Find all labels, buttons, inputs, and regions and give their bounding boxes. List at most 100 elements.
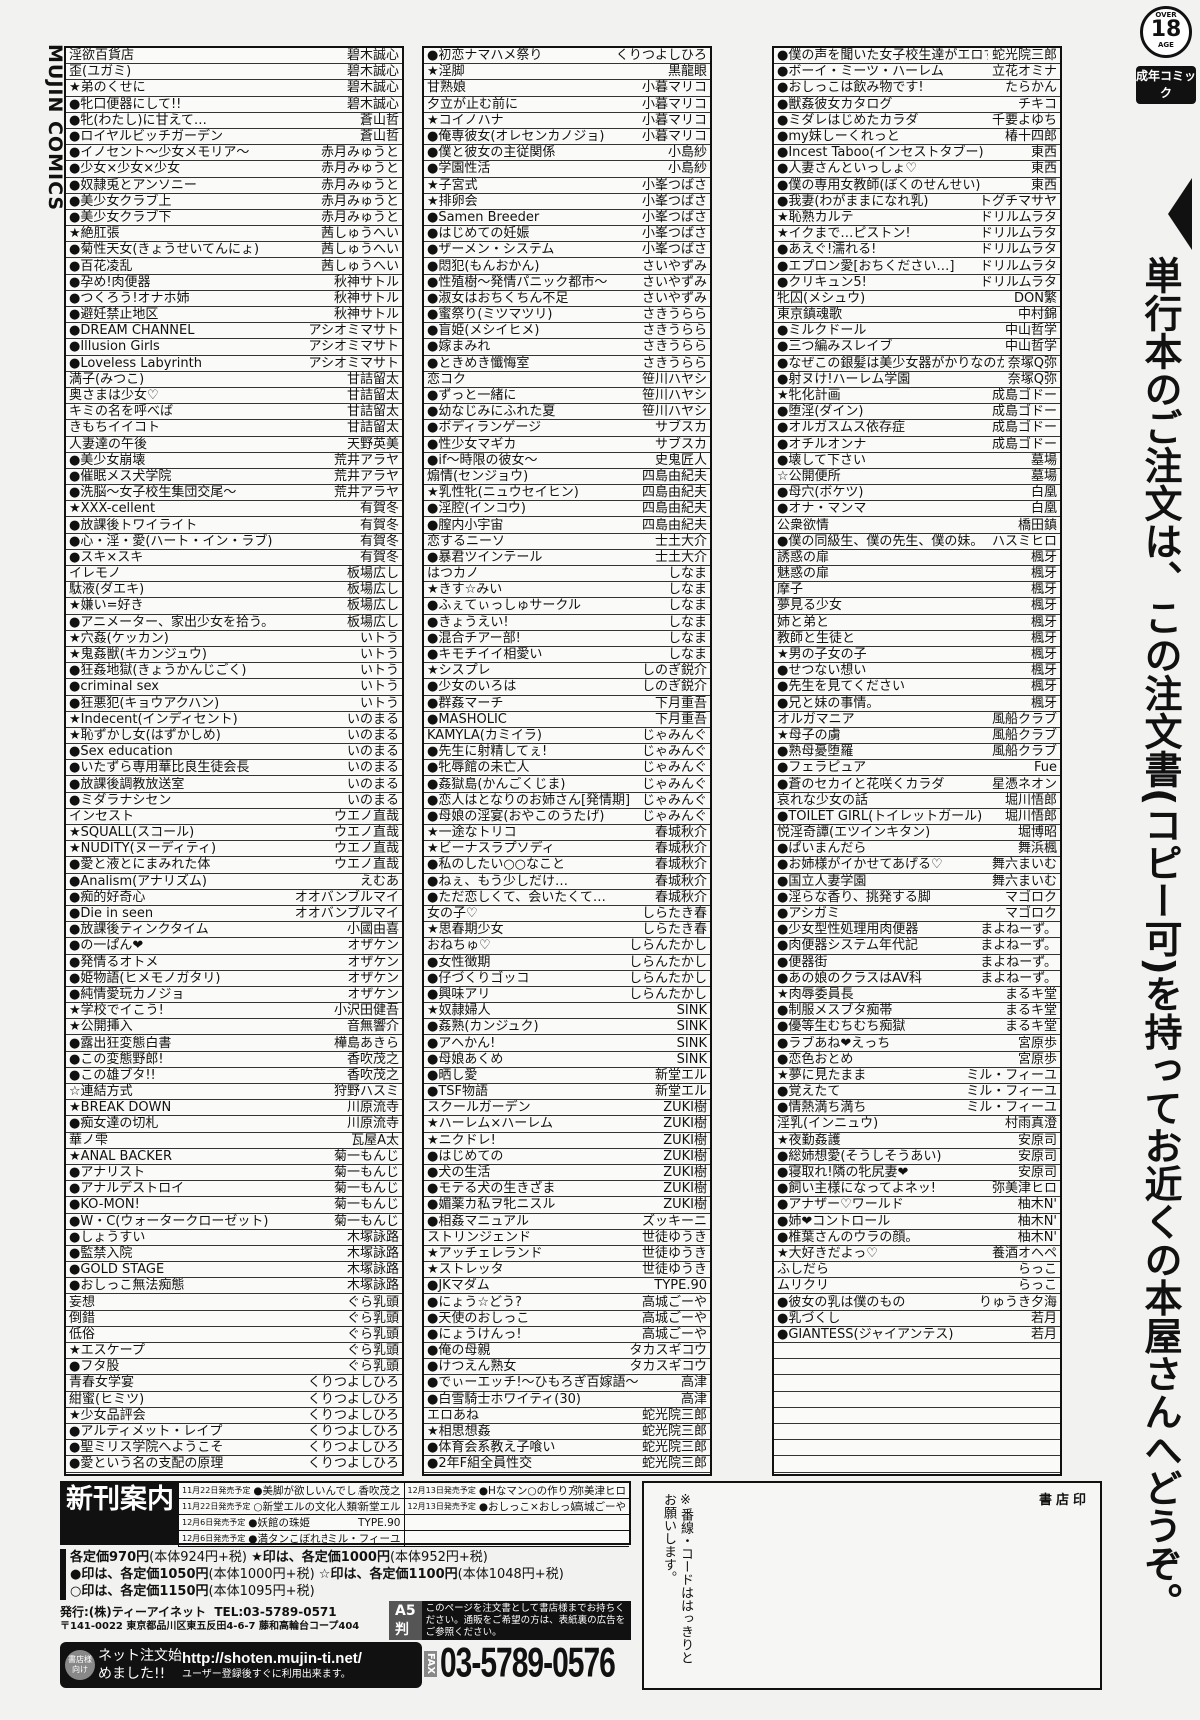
order-row[interactable]: ●露出狂変態白書 樺島あきら	[66, 1035, 402, 1052]
order-row[interactable]: ●狂姦地獄(きょうかんじごく) いトう	[66, 663, 402, 680]
order-row[interactable]: ●恋人はとなりのお姉さん[発情期] じゃみんぐ	[424, 793, 710, 809]
order-row[interactable]: ●ボディランゲージ サブスカ	[424, 420, 710, 437]
order-row[interactable]: ●聖ミリス学院へようこそ くりつよしひろ	[66, 1440, 402, 1457]
order-row[interactable]: ●媚薬カ私ヲ牝ニスル ZUKI樹	[424, 1197, 710, 1214]
order-row[interactable]: ●群姦マーチ 下月重吾	[424, 696, 710, 712]
order-row[interactable]: ●僕の同級生、僕の先生、僕の妹。 ハスミヒロ	[774, 534, 1060, 550]
order-row[interactable]	[774, 1343, 1060, 1360]
order-row[interactable]: ●暴君ツインテール 士土大介	[424, 550, 710, 566]
order-row[interactable]: ●犬の生活 ZUKI樹	[424, 1165, 710, 1182]
order-row[interactable]: ●けつえん熟女 タカスギコウ	[424, 1359, 710, 1376]
order-row[interactable]: ●愛という名の支配の原理 くりつよしひろ	[66, 1456, 402, 1473]
order-row[interactable]: ●催眠メス犬学院 荒井アラヤ	[66, 469, 402, 486]
order-row[interactable]: ★思春期少女 しらたき春	[424, 922, 710, 939]
order-row[interactable]: ●興味アリ しらんたかし	[424, 987, 710, 1004]
order-row[interactable]: ●蜜祭り(ミツマツリ) さきうらら	[424, 307, 710, 324]
order-row[interactable]: ●幼なじみにふれた夏 笹川ハヤシ	[424, 404, 710, 421]
order-row[interactable]	[774, 1408, 1060, 1424]
order-row[interactable]: ☆公開便所 墓場	[774, 469, 1060, 486]
order-row[interactable]: ●便器街 まよねーず。	[774, 955, 1060, 971]
order-row[interactable]: ★恥熟カルテ ドリルムラタ	[774, 210, 1060, 227]
order-row[interactable]: きもちイイコト 甘詰留太	[66, 420, 402, 437]
order-row[interactable]: ★XXX-cellent 有賀冬	[66, 501, 402, 518]
order-row[interactable]	[774, 1424, 1060, 1441]
order-row[interactable]: おねちゅ♡ しらんたかし	[424, 938, 710, 955]
order-row[interactable]: ●オルガスムス依存症 成島ゴドー	[774, 420, 1060, 437]
order-row[interactable]: ●ロイヤルビッチガーデン 蒼山哲	[66, 129, 402, 146]
order-row[interactable]: 摩子 楓牙	[774, 582, 1060, 599]
order-row[interactable]: ★相思想姦 蛇光院三郎	[424, 1424, 710, 1441]
order-row[interactable]: ●つくろう!オナホ姉 秋神サトル	[66, 291, 402, 307]
order-row[interactable]: ●監禁入院 木塚詠路	[66, 1246, 402, 1263]
order-row[interactable]: インセスト ウエノ直哉	[66, 809, 402, 825]
order-row[interactable]: ●痴的好奇心 オオバンブルマイ	[66, 890, 402, 906]
order-row[interactable]: 倒錯 ぐら乳頭	[66, 1311, 402, 1327]
order-row[interactable]: ★シスプレ しのぎ鋭介	[424, 663, 710, 680]
order-row[interactable]: ●姦熟(カンジュク) SINK	[424, 1019, 710, 1036]
order-row[interactable]: ★Indecent(インディセント) いのまる	[66, 712, 402, 728]
order-row[interactable]: ★BREAK DOWN 川原流寺	[66, 1100, 402, 1117]
order-row[interactable]: ★鬼姦獣(キカンジュウ) いトう	[66, 647, 402, 664]
order-row[interactable]	[774, 1375, 1060, 1392]
order-row[interactable]: 歪(ユガミ) 碧木誠心	[66, 64, 402, 81]
order-row[interactable]	[774, 1440, 1060, 1457]
order-row[interactable]: ★少女品評会 くりつよしひろ	[66, 1408, 402, 1424]
order-row[interactable]: 誘惑の扉 楓牙	[774, 550, 1060, 566]
order-row[interactable]: ●百花凌乱 茜しゅうへい	[66, 258, 402, 275]
order-row[interactable]: ●ただ恋しくて、会いたくて… 春城秋介	[424, 890, 710, 906]
order-row[interactable]: ●獣姦彼女カタログ チキコ	[774, 97, 1060, 113]
order-row[interactable]: ★男の子女の子 楓牙	[774, 647, 1060, 664]
order-row[interactable]: ●痴女達の切札 川原流寺	[66, 1116, 402, 1133]
order-row[interactable]: ●この変態野郎! 香吹茂之	[66, 1052, 402, 1068]
order-row[interactable]: ★絶肛張 茜しゅうへい	[66, 226, 402, 243]
order-row[interactable]: ●姫物語(ヒメモノガタリ) オザケン	[66, 971, 402, 987]
order-row[interactable]: ●あえぐ!濡れる! ドリルムラタ	[774, 242, 1060, 259]
order-row[interactable]: ●ぱいまんだら 舞浜楓	[774, 841, 1060, 858]
order-row[interactable]: ●クリキュン5! ドリルムラタ	[774, 275, 1060, 291]
order-row[interactable]: オルガマニア 風船クラブ	[774, 712, 1060, 728]
order-row[interactable]: 淫欲百貨店 碧木誠心	[66, 48, 402, 65]
order-row[interactable]: ●膣内小宇宙 四島由紀夫	[424, 517, 710, 534]
order-row[interactable]: ●キモチイイ相愛い しなま	[424, 647, 710, 664]
order-row[interactable]: ●制服メスブタ痴帯 まるキ堂	[774, 1003, 1060, 1020]
order-row[interactable]: ●KO-MON! 菊一もんじ	[66, 1197, 402, 1214]
order-row[interactable]: ★ストレッタ 世徒ゆうき	[424, 1262, 710, 1279]
order-row[interactable]: ●恋色おとめ 宮原歩	[774, 1052, 1060, 1068]
order-row[interactable]: ★エスケープ ぐら乳頭	[66, 1343, 402, 1360]
order-row[interactable]: ●イノセント〜少女メモリア〜 赤月みゅうと	[66, 145, 402, 162]
order-row[interactable]: ★肉辱委員長 まるキ堂	[774, 987, 1060, 1004]
order-row[interactable]: ●狂悪犯(キョウアクハン) いトう	[66, 696, 402, 712]
order-row[interactable]: ●先生に射精してぇ! じゃみんぐ	[424, 744, 710, 761]
order-row[interactable]: ●フェラピュア Fue	[774, 760, 1060, 777]
order-row[interactable]: ●TOILET GIRL(トイレットガール) 堀川悟郎	[774, 809, 1060, 825]
order-row[interactable]: ●兄と妹の事情。 楓牙	[774, 696, 1060, 712]
order-row[interactable]: ●天使のおしっこ 高城ごーや	[424, 1311, 710, 1327]
order-row[interactable]: ●アナザー♡ワールド 柚木N'	[774, 1197, 1060, 1214]
order-row[interactable]: ●心・淫・愛(ハート・イン・ラブ) 有賀冬	[66, 534, 402, 550]
order-row[interactable]: ●Sex education いのまる	[66, 744, 402, 761]
order-row[interactable]: ●放課後調教放送室 いのまる	[66, 776, 402, 793]
order-row[interactable]: ●私のしたい○○なこと 春城秋介	[424, 857, 710, 874]
order-row[interactable]: ●放課後トワイライト 有賀冬	[66, 517, 402, 534]
order-row[interactable]: スクールガーデン ZUKI樹	[424, 1100, 710, 1117]
order-row[interactable]: ●姉❤コントロール 柚木N'	[774, 1214, 1060, 1230]
order-row[interactable]: ★SQUALL(スコール) ウエノ直哉	[66, 825, 402, 842]
order-row[interactable]: ●射ヌけ!ハーレム学園 奈塚Q弥	[774, 372, 1060, 388]
order-row[interactable]: ●盲姫(メシイヒメ) さきうらら	[424, 323, 710, 340]
order-row[interactable]: ●の一ぱん❤ オザケン	[66, 938, 402, 955]
order-row[interactable]: ●乳づくし 若月	[774, 1311, 1060, 1327]
order-row[interactable]	[774, 1392, 1060, 1408]
order-row[interactable]: ●アルティメット・レイプ くりつよしひろ	[66, 1424, 402, 1441]
order-row[interactable]: ●if〜時限の彼女〜 史鬼匠人	[424, 453, 710, 469]
order-row[interactable]: 低俗 ぐら乳頭	[66, 1327, 402, 1343]
order-row[interactable]: 華ノ雫 瓦屋A太	[66, 1133, 402, 1149]
order-row[interactable]: ★一途なトリコ 春城秋介	[424, 825, 710, 842]
order-row[interactable]: ●Samen Breeder 小峯つばさ	[424, 210, 710, 227]
order-row[interactable]: ●この雄ブタ!! 香吹茂之	[66, 1068, 402, 1084]
order-row[interactable]: ●ミルクドール 中山哲学	[774, 323, 1060, 340]
order-row[interactable]: ●寝取れ!隣の牝尻妻❤ 安原司	[774, 1165, 1060, 1182]
order-row[interactable]: 満子(みつこ) 甘詰留太	[66, 372, 402, 388]
order-row[interactable]: ●相姦マニュアル ズッキーニ	[424, 1214, 710, 1230]
order-row[interactable]: ●オナ・マンマ 白凰	[774, 501, 1060, 518]
order-row[interactable]: ●オチルオンナ 成島ゴドー	[774, 437, 1060, 453]
